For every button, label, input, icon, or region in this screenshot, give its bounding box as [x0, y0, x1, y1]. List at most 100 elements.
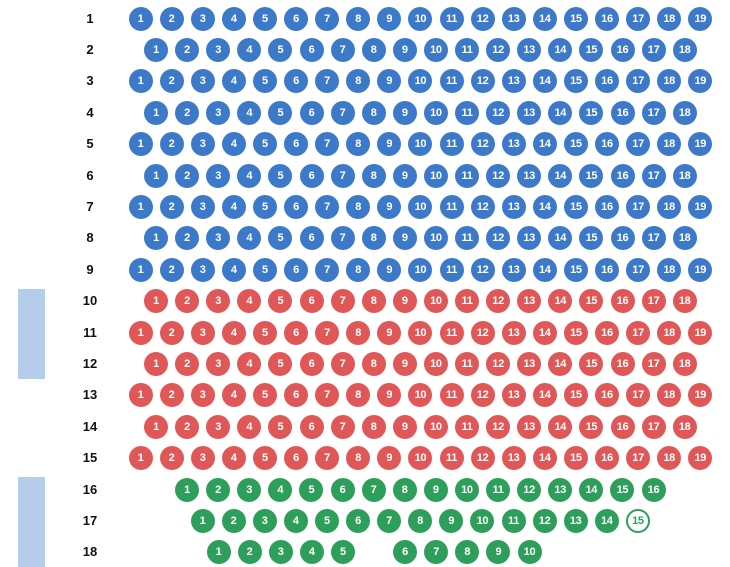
seat[interactable]: 1 — [128, 132, 153, 157]
seat[interactable]: 8 — [346, 257, 371, 282]
seat[interactable]: 5 — [252, 446, 277, 471]
seat[interactable]: 3 — [190, 69, 215, 94]
seat[interactable]: 15 — [579, 351, 604, 376]
seat[interactable]: 5 — [268, 414, 293, 439]
seat[interactable]: 19 — [688, 446, 713, 471]
seat[interactable]: 3 — [190, 320, 215, 345]
seat[interactable]: 11 — [439, 6, 464, 31]
seat[interactable]: 12 — [470, 132, 495, 157]
seat[interactable]: 3 — [252, 508, 277, 533]
seat[interactable]: 1 — [128, 69, 153, 94]
seat[interactable]: 6 — [284, 69, 308, 94]
seat[interactable]: 1 — [128, 257, 153, 282]
seat[interactable]: 10 — [470, 508, 495, 533]
seat[interactable]: 4 — [221, 194, 246, 219]
seat[interactable]: 18 — [672, 351, 697, 376]
seat[interactable]: 1 — [144, 163, 168, 188]
seat[interactable]: 15 — [563, 320, 588, 345]
seat[interactable]: 19 — [688, 320, 713, 345]
seat[interactable]: 3 — [206, 226, 231, 251]
seat[interactable]: 3 — [206, 100, 231, 125]
seat[interactable]: 1 — [144, 351, 168, 376]
seat[interactable]: 10 — [408, 446, 433, 471]
seat[interactable]: 15 — [610, 477, 635, 502]
seat[interactable]: 11 — [455, 100, 479, 125]
seat[interactable]: 18 — [672, 37, 697, 62]
seat[interactable]: 5 — [252, 69, 277, 94]
seat[interactable]: 17 — [641, 226, 666, 251]
seat[interactable]: 13 — [501, 132, 526, 157]
seat[interactable]: 18 — [672, 289, 697, 314]
seat[interactable]: 15 — [563, 446, 588, 471]
seat[interactable]: 12 — [486, 226, 511, 251]
seat[interactable]: 13 — [501, 6, 526, 31]
seat[interactable]: 17 — [626, 257, 651, 282]
seat[interactable]: 9 — [423, 477, 448, 502]
seat[interactable]: 4 — [237, 289, 262, 314]
seat[interactable]: 16 — [595, 132, 619, 157]
seat[interactable]: 4 — [221, 6, 246, 31]
seat[interactable]: 9 — [392, 289, 417, 314]
seat[interactable]: 6 — [284, 194, 308, 219]
seat[interactable]: 3 — [190, 6, 215, 31]
seat[interactable]: 17 — [626, 6, 651, 31]
seat[interactable]: 18 — [657, 446, 682, 471]
seat[interactable]: 2 — [159, 69, 184, 94]
seat[interactable]: 16 — [595, 320, 619, 345]
seat[interactable]: 8 — [361, 163, 386, 188]
seat[interactable]: 5 — [330, 540, 355, 565]
seat[interactable]: 3 — [190, 257, 215, 282]
seat[interactable]: 2 — [159, 383, 184, 408]
seat[interactable]: 13 — [501, 194, 526, 219]
seat[interactable]: 7 — [315, 383, 340, 408]
seat[interactable]: 3 — [206, 163, 231, 188]
seat[interactable]: 7 — [330, 163, 355, 188]
seat[interactable]: 2 — [159, 446, 184, 471]
seat[interactable]: 14 — [548, 100, 573, 125]
seat[interactable]: 18 — [657, 69, 682, 94]
seat[interactable]: 10 — [408, 132, 433, 157]
seat[interactable]: 16 — [595, 383, 619, 408]
seat[interactable]: 17 — [626, 320, 651, 345]
seat[interactable]: 17 — [641, 163, 666, 188]
seat[interactable]: 2 — [159, 320, 184, 345]
seat[interactable]: 14 — [548, 414, 573, 439]
seat[interactable]: 2 — [175, 163, 200, 188]
seat[interactable]: 9 — [377, 6, 402, 31]
seat[interactable]: 7 — [315, 132, 340, 157]
seat[interactable]: 9 — [377, 132, 402, 157]
seat[interactable]: 10 — [408, 257, 433, 282]
seat[interactable]: 7 — [315, 6, 340, 31]
seat[interactable]: 5 — [268, 37, 293, 62]
seat[interactable]: 13 — [501, 383, 526, 408]
seat[interactable]: 7 — [361, 477, 386, 502]
seat[interactable]: 14 — [548, 289, 573, 314]
seat[interactable]: 16 — [641, 477, 666, 502]
seat[interactable]: 11 — [439, 194, 464, 219]
seat[interactable]: 17 — [626, 132, 651, 157]
seat[interactable]: 4 — [221, 132, 246, 157]
seat[interactable]: 9 — [392, 226, 417, 251]
seat[interactable]: 2 — [159, 257, 184, 282]
seat[interactable]: 10 — [423, 351, 448, 376]
seat[interactable]: 13 — [501, 320, 526, 345]
seat[interactable]: 3 — [190, 383, 215, 408]
seat[interactable]: 15 — [579, 37, 604, 62]
seat[interactable]: 5 — [252, 383, 277, 408]
seat[interactable]: 8 — [346, 446, 371, 471]
seat[interactable]: 16 — [610, 163, 635, 188]
seat[interactable]: 7 — [315, 257, 340, 282]
seat[interactable]: 10 — [423, 100, 448, 125]
seat[interactable]: 11 — [455, 351, 479, 376]
seat[interactable]: 4 — [221, 320, 246, 345]
seat[interactable]: 4 — [221, 446, 246, 471]
seat[interactable]: 16 — [610, 100, 635, 125]
seat[interactable]: 1 — [175, 477, 199, 502]
seat[interactable]: 17 — [626, 446, 651, 471]
seat[interactable]: 9 — [377, 383, 402, 408]
seat[interactable]: 2 — [175, 226, 200, 251]
seat[interactable]: 12 — [517, 477, 542, 502]
seat[interactable]: 10 — [454, 477, 479, 502]
seat[interactable]: 14 — [548, 37, 573, 62]
seat[interactable]: 10 — [408, 383, 433, 408]
